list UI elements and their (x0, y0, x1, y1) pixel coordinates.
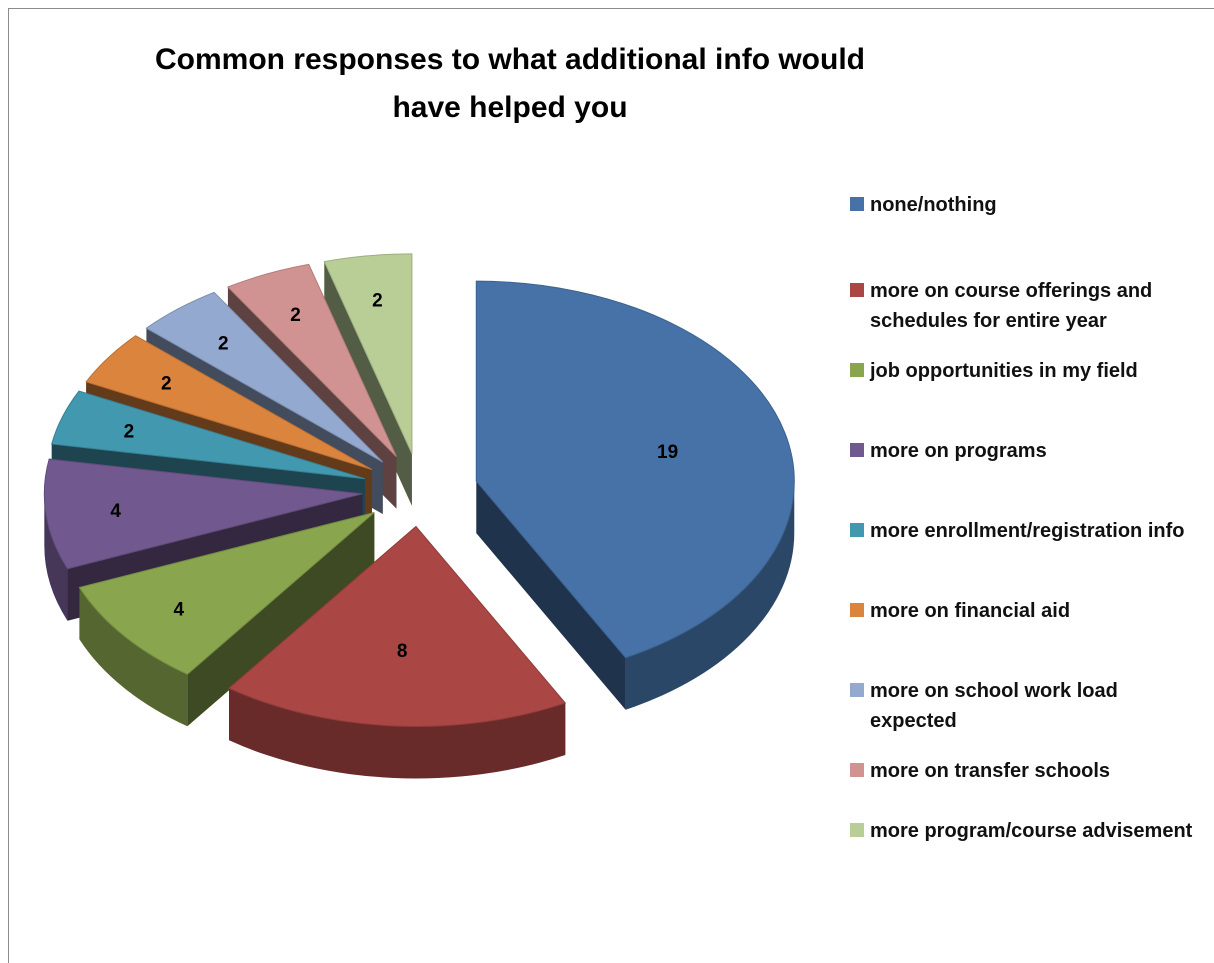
pie-slice-rim-1 (229, 688, 566, 779)
pie-slice-top-2 (78, 512, 375, 675)
legend-swatch-1 (850, 283, 864, 297)
pie-slice-top-3 (43, 458, 363, 570)
legend-item-5: more on financial aid (850, 596, 1210, 626)
data-label-7: 2 (290, 305, 301, 326)
legend-swatch-2 (850, 363, 864, 377)
legend-swatch-4 (850, 523, 864, 537)
pie-slice-top-5 (85, 335, 373, 471)
data-label-6: 2 (218, 334, 229, 355)
legend-item-8: more program/course advisement (850, 816, 1210, 846)
pie-slice-1 (228, 525, 567, 779)
legend-item-1: more on course offerings and schedules f… (850, 276, 1210, 336)
chart-title: Common responses to what additional info… (154, 43, 865, 124)
legend-swatch-7 (850, 763, 864, 777)
legend-item-3: more on programs (850, 436, 1210, 466)
pie-slice-top-0 (475, 280, 795, 659)
data-label-3: 4 (110, 501, 121, 522)
data-label-0: 19 (657, 442, 678, 463)
legend-label-7: more on transfer schools (870, 760, 1111, 782)
pie-slice-top-7 (227, 263, 397, 457)
pie-slice-rim-2 (79, 587, 188, 727)
legend-item-0: none/nothing (850, 190, 1210, 220)
legend-label-1: more on course offerings and schedules f… (870, 280, 1153, 332)
legend-swatch-5 (850, 603, 864, 617)
legend-label-3: more on programs (870, 440, 1047, 462)
legend-item-4: more enrollment/registration info (850, 516, 1210, 546)
pie-slice-0 (475, 280, 795, 710)
pie-slice-top-6 (145, 291, 384, 463)
legend-swatch-3 (850, 443, 864, 457)
pie-slice-top-1 (228, 525, 567, 727)
legend-item-7: more on transfer schools (850, 756, 1210, 786)
pie-slice-rim-3 (44, 493, 68, 621)
pie-slice-rim-0 (625, 481, 795, 710)
pie-slice-2 (78, 512, 375, 727)
legend-swatch-8 (850, 823, 864, 837)
legend-label-6: more on school work load expected (870, 680, 1118, 732)
legend-swatch-6 (850, 683, 864, 697)
legend-item-2: job opportunities in my field (850, 356, 1210, 386)
legend-label-4: more enrollment/registration info (870, 520, 1185, 542)
data-label-4: 2 (124, 422, 135, 443)
legend-swatch-0 (850, 197, 864, 211)
data-label-2: 4 (174, 600, 185, 621)
legend-label-0: none/nothing (870, 194, 997, 216)
legend-label-2: job opportunities in my field (870, 360, 1138, 382)
legend-item-6: more on school work load expected (850, 676, 1210, 736)
pie-slice-top-4 (51, 390, 365, 480)
pie-slice-top-8 (323, 253, 413, 455)
pie-slice-wall-0-1 (476, 481, 626, 710)
data-label-8: 2 (372, 290, 383, 311)
data-label-5: 2 (161, 373, 172, 394)
chart-frame (8, 8, 1214, 963)
legend-label-8: more program/course advisement (870, 820, 1193, 842)
legend-label-5: more on financial aid (870, 600, 1071, 622)
data-label-1: 8 (397, 641, 408, 662)
